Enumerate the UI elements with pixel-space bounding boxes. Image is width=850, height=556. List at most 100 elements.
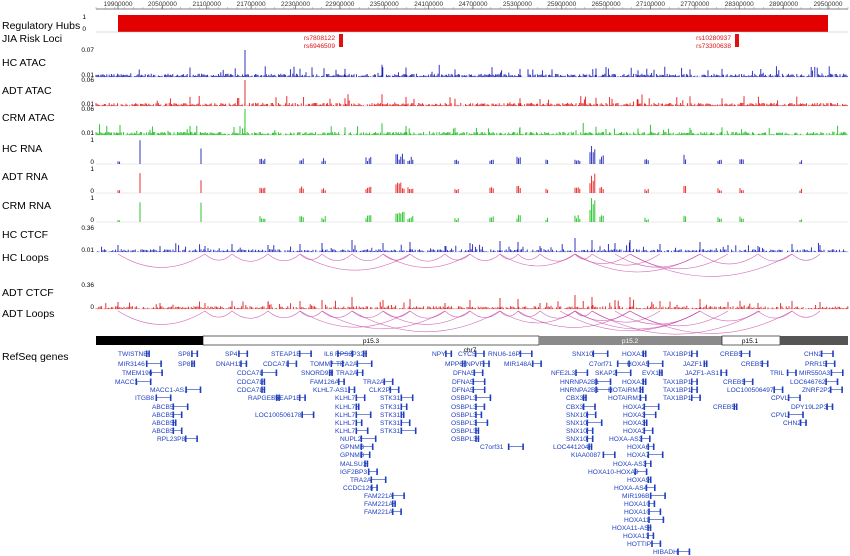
gene-exon <box>677 548 679 555</box>
gene-exon <box>391 500 394 507</box>
loop-arc <box>117 253 206 268</box>
gene-label: CREB5 <box>741 361 763 368</box>
gene-exon <box>261 386 263 393</box>
gene-exon <box>360 443 363 450</box>
gene-label: KLHL7 <box>335 428 355 435</box>
gene-exon <box>298 394 301 401</box>
ideogram-band-dark-right <box>780 336 848 345</box>
loop-arc <box>559 310 701 331</box>
gene-exon <box>391 508 394 515</box>
axis-tick-label: 22900000 <box>325 1 354 8</box>
gene-exon <box>773 386 775 393</box>
gene-exon <box>651 427 654 434</box>
gene-exon <box>696 350 698 357</box>
gene-exon <box>657 403 660 410</box>
gene-label: TAX1BP1 <box>663 395 692 402</box>
gene-exon <box>629 369 632 376</box>
gene-exon <box>787 411 790 418</box>
gene-label: STK31 <box>380 412 400 419</box>
gene-exon <box>634 468 636 475</box>
gene-exon <box>836 378 839 385</box>
gene-exon <box>586 369 589 376</box>
axis-tick-label: 21700000 <box>237 1 266 8</box>
gene-exon <box>832 350 834 357</box>
gene-label: TRA2A <box>350 477 372 484</box>
gene-label: SP8 <box>178 361 191 368</box>
gene-exon <box>160 360 162 367</box>
gene-exon <box>414 427 417 434</box>
gene-exon <box>483 403 486 410</box>
gene-exon <box>411 394 414 401</box>
loop-arc <box>382 310 471 325</box>
gene-exon <box>761 360 764 367</box>
gene-exon <box>356 360 359 367</box>
refseq-gene-track: TWISTNB SP8 SP4 STEAP1B IL6 RPS2P32 NPY CYCS RNU… <box>115 350 844 556</box>
adt-ctcf-ymax: 0.36 <box>81 282 94 289</box>
band-label-p15-1: p15.1 <box>742 338 759 345</box>
gene-exon <box>301 411 303 418</box>
crm-rna-ymin: 0 <box>90 217 94 224</box>
loop-arc <box>517 310 541 317</box>
gene-exon <box>591 435 594 442</box>
crm-atac-signal <box>95 109 848 136</box>
gene-exon <box>367 468 370 475</box>
gene-exon <box>786 369 789 376</box>
loop-arc <box>204 310 233 318</box>
gene-exon <box>191 360 193 367</box>
gene-exon <box>298 350 301 357</box>
gene-exon <box>805 419 807 426</box>
gene-label: SP4 <box>225 351 238 358</box>
gene-label: KIAA0087 <box>571 452 601 459</box>
gene-label: HOTTIP <box>627 541 652 548</box>
signal-bars <box>117 140 803 164</box>
coordinate-axis: 19900000 20500000 21100000 21700000 22300000… <box>95 1 849 10</box>
gene-exon <box>474 350 477 357</box>
axis-tick-label: 24700000 <box>459 1 488 8</box>
gene-exon <box>461 360 464 367</box>
adt-rna-signal <box>96 173 848 194</box>
gene-exon <box>483 386 486 393</box>
hc-rna-ymin: 0 <box>90 159 94 166</box>
gene-label: CPVL <box>771 395 789 402</box>
snp-label-rs7808122: rs7808122 <box>304 35 335 42</box>
gene-label: CHN2 <box>804 351 822 358</box>
gene-exon <box>389 386 392 393</box>
gene-label: NFE2L3 <box>551 370 576 377</box>
gene-label: CDCA7L <box>237 387 263 394</box>
gene-exon <box>647 476 650 483</box>
gene-exon <box>172 419 175 426</box>
gene-exon <box>246 350 249 357</box>
gene-exon <box>370 360 373 367</box>
gene-exon <box>647 451 650 458</box>
gene-exon <box>586 411 589 418</box>
gene-exon <box>397 386 400 393</box>
loop-arc <box>444 253 471 261</box>
gene-label: KLHL7 <box>335 412 355 419</box>
gene-label: HOXA3 <box>623 412 646 419</box>
gene-exon <box>400 403 403 410</box>
loop-arc <box>299 310 411 328</box>
gene-label: ABCB5 <box>152 428 174 435</box>
adt-ctcf-ymin: 0 <box>90 304 94 311</box>
gene-exon <box>464 360 466 367</box>
gene-exon <box>263 386 266 393</box>
loop-arc <box>231 253 269 262</box>
gene-label: ABCB5 <box>152 420 174 427</box>
gene-label: OSBPL3 <box>451 395 477 402</box>
gene-exon <box>161 369 163 376</box>
gene-label: HOXA3 <box>623 428 646 435</box>
gene-exon <box>374 435 377 442</box>
gene-exon <box>384 476 387 483</box>
gene-exon <box>594 403 596 410</box>
gene-label: TWISTNB <box>118 351 148 358</box>
gene-exon <box>337 350 339 357</box>
gene-label: HOXA-AS3 <box>609 436 643 443</box>
loop-arc <box>574 253 631 264</box>
loop-arc <box>757 253 793 262</box>
gene-label: MPP6 <box>445 361 463 368</box>
gene-exon <box>647 443 650 450</box>
gene-exon <box>650 460 652 467</box>
gene-label: ABCB5 <box>152 412 174 419</box>
gene-exon <box>531 360 534 367</box>
gene-exon <box>475 411 477 418</box>
